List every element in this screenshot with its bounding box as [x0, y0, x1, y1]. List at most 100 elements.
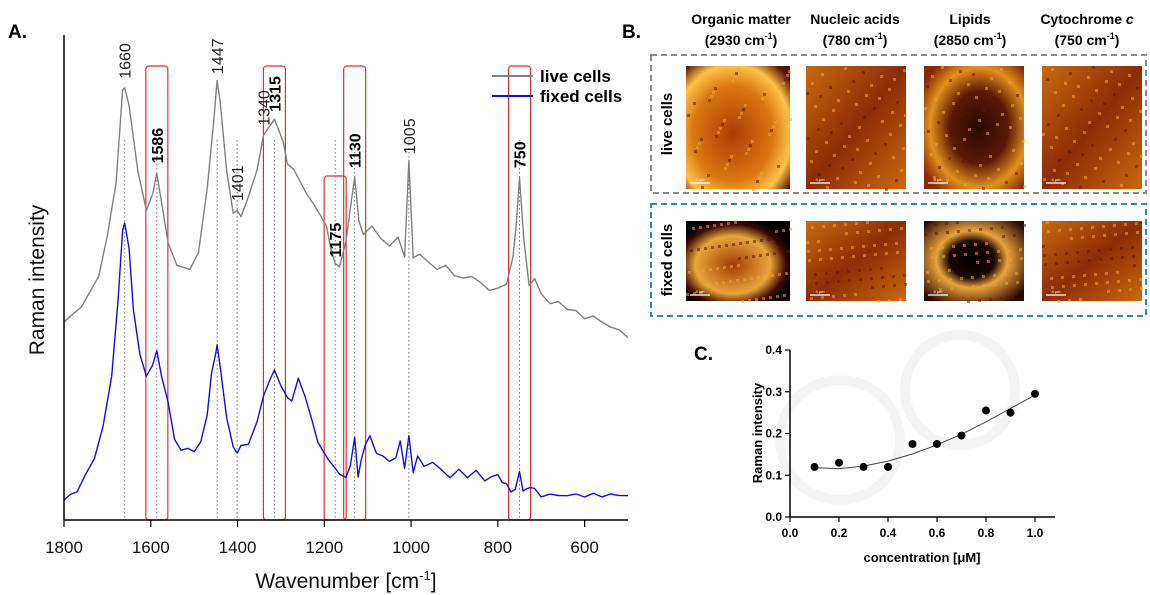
speckle-r1-c0: [697, 248, 700, 251]
speckle-r1-c3: [1062, 285, 1065, 288]
speckle-r1-c0: [787, 250, 790, 253]
panel-label-b: B.: [622, 22, 641, 43]
speckle-r0-c1: [807, 137, 810, 140]
speckle-r0-c3: [1077, 85, 1080, 88]
speckle-r1-c2: [985, 242, 988, 245]
speckle-r0-c1: [840, 122, 843, 125]
speckle-r1-c0: [767, 238, 770, 241]
speckle-r0-c2: [1016, 94, 1019, 97]
speckle-r1-c0: [725, 244, 728, 247]
speckle-r1-c2: [971, 276, 974, 279]
speckle-r1-c3: [1088, 259, 1091, 262]
raman-image-r0-c1: [806, 66, 906, 189]
speckle-r1-c1: [874, 253, 877, 256]
speckle-r0-c1: [815, 150, 818, 153]
speckle-r0-c0: [761, 97, 764, 100]
speckle-r0-c1: [903, 69, 906, 72]
highlight-boxes: [145, 65, 532, 521]
speckle-r1-c0: [753, 240, 756, 243]
speckle-r1-c1: [854, 293, 857, 296]
speckle-r1-c3: [1131, 246, 1134, 249]
speckle-r0-c0: [758, 176, 761, 179]
speckle-r0-c0: [728, 159, 731, 162]
speckle-r0-c2: [927, 130, 930, 133]
speckle-r0-c2: [1019, 117, 1022, 120]
speckle-r0-c0: [763, 93, 766, 96]
c-x-tick-label-0.8: 0.8: [978, 526, 995, 540]
speckle-r1-c2: [1009, 258, 1012, 261]
speckle-r1-c3: [1069, 228, 1072, 231]
raman-image-grid: Organic matter (2930 cm-1) Nucleic acids (7…: [650, 11, 1147, 317]
speckle-r0-c0: [756, 180, 759, 183]
c-x-tick-label-0.0: 0.0: [782, 526, 799, 540]
speckle-r0-c1: [843, 145, 846, 148]
speckle-r1-c2: [975, 252, 978, 255]
speckle-r1-c1: [814, 273, 817, 276]
speckle-r0-c2: [946, 179, 949, 182]
speckle-r1-c0: [727, 222, 730, 225]
speckle-r1-c2: [960, 277, 963, 280]
data-point: [884, 462, 892, 471]
speckle-r0-c1: [852, 80, 855, 83]
speckle-r0-c3: [1072, 95, 1075, 98]
speckle-r1-c2: [930, 247, 933, 250]
speckle-r0-c1: [866, 139, 869, 142]
speckle-r1-c2: [950, 287, 953, 290]
series-line-fixed-cells: [63, 222, 628, 501]
speckle-r1-c0: [704, 247, 707, 250]
speckle-r0-c1: [806, 92, 809, 95]
speckle-r1-c1: [810, 297, 813, 300]
speckle-r1-c2: [997, 250, 1000, 253]
speckle-r0-c1: [865, 94, 868, 97]
speckle-r0-c0: [733, 76, 736, 79]
speckle-r0-c1: [825, 141, 828, 144]
speckle-r1-c1: [808, 259, 811, 262]
speckle-r1-c1: [852, 255, 855, 258]
scale-bar-label-r1-c1: 4 μm: [816, 289, 826, 294]
speckle-r1-c1: [900, 227, 903, 230]
speckle-r1-c0: [700, 291, 703, 294]
speckle-r1-c1: [826, 281, 829, 284]
speckle-r1-c1: [821, 296, 824, 299]
speckle-r0-c3: [1094, 167, 1097, 170]
speckle-r0-c0: [689, 110, 692, 113]
c-axis-ticks: 0.0 0.2 0.4 0.6 0.8 1.0 0.0 0.1 0.2 0.3 0.4: [765, 343, 1043, 540]
speckle-r0-c3: [1113, 93, 1116, 96]
speckle-r0-c3: [1139, 110, 1142, 113]
speckle-r1-c2: [935, 232, 938, 235]
speckle-r0-c3: [1065, 127, 1068, 130]
y-axis-title: Raman intensity: [26, 204, 49, 355]
speckle-r1-c3: [1140, 287, 1143, 290]
speckle-r1-c2: [967, 300, 970, 303]
speckle-r1-c0: [782, 229, 785, 232]
speckle-r1-c2: [994, 283, 997, 286]
speckle-r0-c3: [1092, 66, 1095, 69]
speckle-r1-c3: [1106, 281, 1109, 284]
speckle-r0-c3: [1084, 176, 1087, 179]
speckle-r1-c2: [952, 245, 955, 248]
speckle-r0-c3: [1043, 178, 1046, 181]
speckle-r0-c2: [989, 155, 992, 158]
speckle-r1-c0: [755, 298, 758, 301]
speckle-r0-c2: [1020, 162, 1023, 165]
column-band-3: (750 cm-1): [1055, 31, 1120, 48]
speckle-r1-c1: [825, 272, 828, 275]
speckle-r0-c1: [826, 186, 829, 189]
speckle-r1-c3: [1081, 236, 1084, 239]
speckle-r1-c1: [822, 225, 825, 228]
speckle-r0-c2: [933, 176, 936, 179]
speckle-r0-c1: [895, 179, 898, 182]
speckle-r0-c0: [744, 104, 747, 107]
speckle-r0-c1: [904, 114, 907, 117]
speckle-r1-c3: [1054, 253, 1057, 256]
speckle-r0-c0: [740, 112, 743, 115]
speckle-r0-c2: [964, 183, 967, 186]
speckle-r1-c1: [866, 221, 869, 224]
column-name-3: Cytochrome c: [1040, 11, 1134, 27]
speckle-r1-c3: [1087, 250, 1090, 253]
speckle-r1-c1: [888, 299, 891, 302]
speckle-r0-c3: [1080, 108, 1083, 111]
speckle-r1-c2: [937, 270, 940, 273]
speckle-r1-c2: [927, 280, 930, 283]
